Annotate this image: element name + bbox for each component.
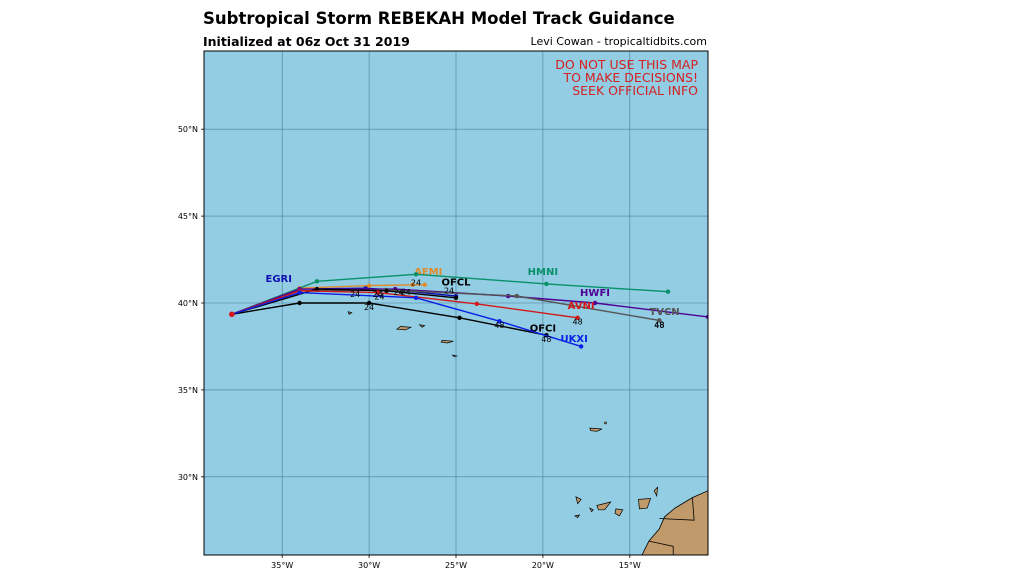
track-point — [410, 282, 415, 287]
lat-tick-label: 30°N — [178, 473, 198, 482]
track-point — [422, 282, 427, 287]
forecast-hour-label: 48 — [573, 318, 583, 327]
start-point — [229, 311, 235, 318]
lon-tick-label: 35°W — [271, 561, 293, 570]
forecast-hour-label: 24 — [444, 286, 454, 295]
island — [638, 498, 652, 510]
forecast-hour-label: 48 — [654, 320, 664, 329]
track-point — [514, 293, 520, 299]
lon-tick-label: 30°W — [358, 561, 380, 570]
island — [574, 514, 581, 519]
forecast-hour-label: 24 — [373, 290, 383, 299]
island — [575, 496, 582, 505]
model-label-avni: AVNI — [568, 301, 595, 312]
island — [347, 311, 353, 315]
warning-line-3: SEEK OFFICIAL INFO — [572, 83, 698, 98]
track-point — [457, 315, 462, 320]
track-point — [366, 300, 372, 306]
track-point — [413, 272, 419, 277]
forecast-hour-label: 48 — [654, 321, 664, 330]
track-point — [575, 315, 580, 320]
forecast-hour-label: 48 — [494, 321, 504, 330]
model-label-hmni: HMNI — [528, 267, 558, 278]
lon-tick-label: 20°W — [532, 561, 554, 570]
track-point — [314, 279, 320, 284]
track-ofcl: OFCL — [231, 278, 471, 315]
forecast-hour-label: 48 — [541, 335, 551, 344]
credit-text: Levi Cowan - tropicaltidbits.com — [530, 35, 707, 48]
lon-tick-label: 25°W — [445, 561, 467, 570]
border-line — [659, 497, 695, 521]
init-time: Initialized at 06z Oct 31 2019 — [203, 34, 410, 49]
track-point — [592, 300, 598, 306]
track-hmni: HMNI — [231, 267, 671, 315]
warning-box: DO NOT USE THIS MAP TO MAKE DECISIONS! S… — [555, 57, 698, 98]
model-label-ukxi: UKXI — [561, 334, 588, 345]
track-line — [231, 288, 457, 315]
lat-tick-label: 40°N — [178, 299, 198, 308]
model-label-ofci: OFCI — [530, 324, 556, 335]
island — [418, 324, 426, 328]
lat-tick-label: 35°N — [178, 386, 198, 395]
island — [604, 421, 607, 425]
track-point — [657, 318, 662, 323]
model-label-tvcn: TVCN — [649, 307, 679, 318]
border-line — [648, 540, 674, 555]
mainland — [641, 490, 708, 555]
island — [451, 354, 459, 358]
track-point — [384, 288, 389, 294]
island — [653, 486, 659, 498]
model-label-ofcl: OFCL — [441, 278, 471, 289]
island — [614, 508, 624, 517]
island — [440, 340, 454, 344]
forecast-hour-label: 24 — [374, 293, 384, 302]
track-point — [497, 319, 502, 324]
island — [589, 507, 594, 513]
track-ukxi: UKXI — [231, 290, 588, 349]
track-point — [453, 295, 459, 300]
model-label-aemi: AEMI — [414, 267, 442, 278]
forecast-hour-label: 24 — [394, 288, 404, 297]
warning-line-1: DO NOT USE THIS MAP — [555, 57, 698, 72]
track-point — [314, 286, 320, 292]
track-point — [705, 314, 708, 320]
track-point — [544, 281, 549, 287]
track-point — [665, 289, 671, 294]
island — [395, 326, 413, 331]
map-title: Subtropical Storm REBEKAH Model Track Gu… — [203, 9, 675, 28]
forecast-hour-label: 24 — [411, 279, 421, 288]
lon-tick-label: 15°W — [619, 561, 641, 570]
axis-ticks: 35°W 30°W 25°W 20°W 15°W 50°N 45°N 40°N 35°N 30°N — [178, 125, 641, 570]
model-label-hwfi: HWFI — [580, 288, 610, 299]
model-label-egri: EGRI — [265, 274, 291, 285]
lat-tick-label: 45°N — [178, 212, 198, 221]
track-point — [413, 295, 419, 300]
forecast-hour-label: 24 — [364, 303, 374, 312]
track-point — [366, 283, 372, 288]
track-point — [297, 290, 302, 295]
island — [589, 427, 603, 432]
forecast-hour-label: 24 — [401, 288, 411, 297]
track-point — [578, 344, 584, 349]
track-point — [375, 290, 380, 295]
track-point — [297, 300, 302, 306]
island — [596, 501, 612, 511]
lat-tick-label: 50°N — [178, 125, 198, 134]
warning-line-2: TO MAKE DECISIONS! — [562, 70, 698, 85]
track-point — [474, 301, 480, 307]
forecast-hour-label: 24 — [350, 290, 360, 299]
